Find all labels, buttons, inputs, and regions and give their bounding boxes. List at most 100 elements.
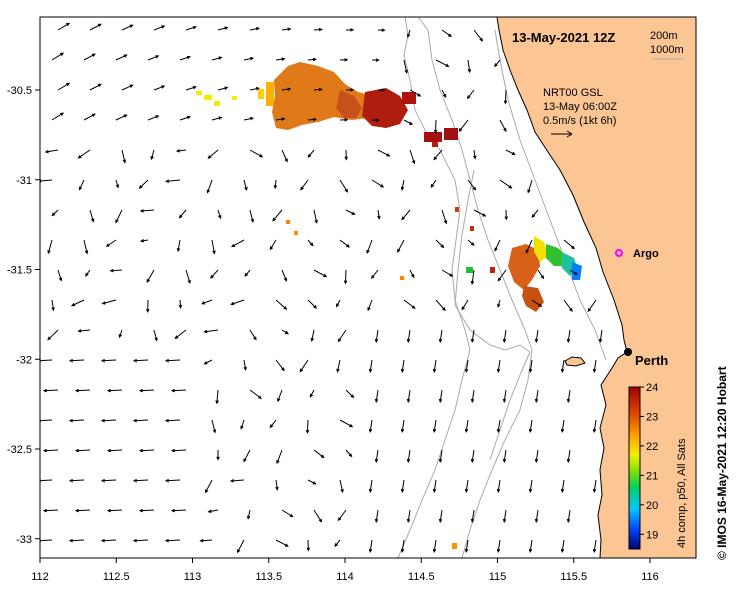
current-arrow bbox=[106, 448, 123, 453]
current-arrow bbox=[467, 239, 475, 246]
current-arrow bbox=[499, 179, 513, 189]
current-arrow bbox=[441, 269, 454, 277]
current-arrow bbox=[339, 419, 354, 428]
current-arrow bbox=[269, 239, 277, 251]
current-arrow bbox=[537, 269, 545, 280]
current-arrow bbox=[240, 419, 245, 430]
current-arrow bbox=[121, 84, 134, 91]
current-arrow bbox=[51, 52, 65, 61]
current-arrow bbox=[138, 448, 155, 453]
current-arrow bbox=[432, 419, 437, 434]
current-arrow bbox=[275, 539, 289, 547]
current-arrow bbox=[438, 449, 443, 464]
current-arrow bbox=[174, 329, 187, 340]
current-arrow bbox=[587, 299, 597, 313]
current-arrow bbox=[185, 85, 197, 91]
current-arrow bbox=[109, 268, 123, 273]
current-arrow bbox=[371, 118, 380, 122]
current-arrow bbox=[300, 179, 309, 191]
current-arrow bbox=[281, 269, 288, 282]
current-arrow bbox=[281, 87, 292, 91]
x-tick-label: 116 bbox=[641, 571, 659, 583]
current-arrow bbox=[470, 329, 475, 344]
current-arrow bbox=[243, 179, 248, 192]
current-arrow bbox=[566, 509, 571, 524]
current-arrow bbox=[153, 329, 158, 342]
current-arrow bbox=[105, 239, 117, 247]
current-arrow bbox=[527, 179, 533, 194]
x-tick-label: 115.5 bbox=[560, 571, 587, 583]
current-arrow bbox=[400, 539, 405, 554]
current-arrow bbox=[281, 509, 294, 518]
current-arrow bbox=[115, 179, 120, 189]
current-arrow bbox=[368, 359, 373, 374]
current-arrow bbox=[560, 539, 565, 554]
current-arrow bbox=[269, 419, 277, 429]
current-arrow bbox=[406, 329, 411, 344]
current-arrow bbox=[528, 479, 533, 494]
current-arrow bbox=[374, 449, 379, 464]
current-arrow bbox=[70, 299, 85, 307]
perth-label: Perth bbox=[635, 353, 668, 368]
x-tick-label: 113.5 bbox=[255, 571, 282, 583]
current-arrow bbox=[435, 239, 445, 249]
colorbar-ticks: 24 23 22 21 20 19 bbox=[640, 382, 658, 541]
x-tick-label: 114.5 bbox=[408, 571, 435, 583]
current-arrow bbox=[132, 418, 149, 423]
current-arrow bbox=[121, 149, 127, 164]
sst-patches bbox=[196, 62, 582, 549]
current-arrow bbox=[217, 26, 229, 31]
current-arrow bbox=[592, 419, 597, 434]
current-arrow bbox=[146, 269, 155, 283]
current-arrow bbox=[211, 116, 223, 121]
current-arrow bbox=[305, 419, 310, 434]
current-arrow bbox=[138, 508, 155, 513]
current-arrow bbox=[179, 55, 192, 61]
current-arrow bbox=[170, 448, 187, 453]
current-arrow bbox=[153, 25, 166, 31]
current-arrow bbox=[470, 389, 475, 404]
current-arrow bbox=[132, 478, 149, 483]
current-arrow bbox=[207, 509, 219, 514]
current-arrow bbox=[403, 299, 416, 309]
colorbar-tick-label: 21 bbox=[646, 470, 658, 482]
current-arrow bbox=[185, 25, 197, 31]
current-arrow bbox=[299, 359, 309, 373]
current-arrow bbox=[313, 209, 318, 224]
current-arrow bbox=[336, 299, 341, 308]
current-arrow bbox=[377, 28, 386, 32]
current-arrow bbox=[272, 209, 283, 222]
current-arrow bbox=[138, 388, 155, 393]
contour-label-200m: 200m bbox=[650, 30, 678, 42]
current-arrow bbox=[310, 329, 315, 343]
current-arrow bbox=[273, 179, 278, 190]
current-arrow bbox=[244, 269, 251, 277]
current-arrow bbox=[458, 119, 469, 132]
current-arrow bbox=[164, 418, 181, 423]
current-arrow bbox=[215, 389, 219, 405]
current-arrow bbox=[211, 239, 216, 255]
current-arrow bbox=[203, 359, 213, 365]
current-arrow bbox=[275, 57, 286, 61]
perth-marker bbox=[624, 348, 632, 356]
current-arrow bbox=[68, 538, 85, 543]
current-arrow bbox=[229, 479, 245, 483]
current-arrow bbox=[406, 509, 411, 524]
current-arrow bbox=[563, 239, 576, 250]
current-arrow bbox=[275, 359, 285, 372]
current-vectors bbox=[40, 22, 603, 554]
current-arrow bbox=[170, 388, 187, 393]
current-arrow bbox=[47, 239, 53, 255]
current-arrow bbox=[496, 359, 501, 374]
current-arrow bbox=[106, 388, 123, 393]
current-arrow bbox=[164, 478, 181, 483]
current-arrow bbox=[433, 149, 443, 161]
current-arrow bbox=[51, 209, 59, 217]
current-arrow bbox=[118, 329, 123, 339]
current-arrow bbox=[374, 509, 379, 524]
current-arrow bbox=[504, 209, 508, 221]
rottnest-island bbox=[564, 356, 586, 367]
current-arrow bbox=[42, 388, 59, 393]
current-arrow bbox=[51, 112, 65, 121]
current-arrow bbox=[236, 539, 245, 554]
